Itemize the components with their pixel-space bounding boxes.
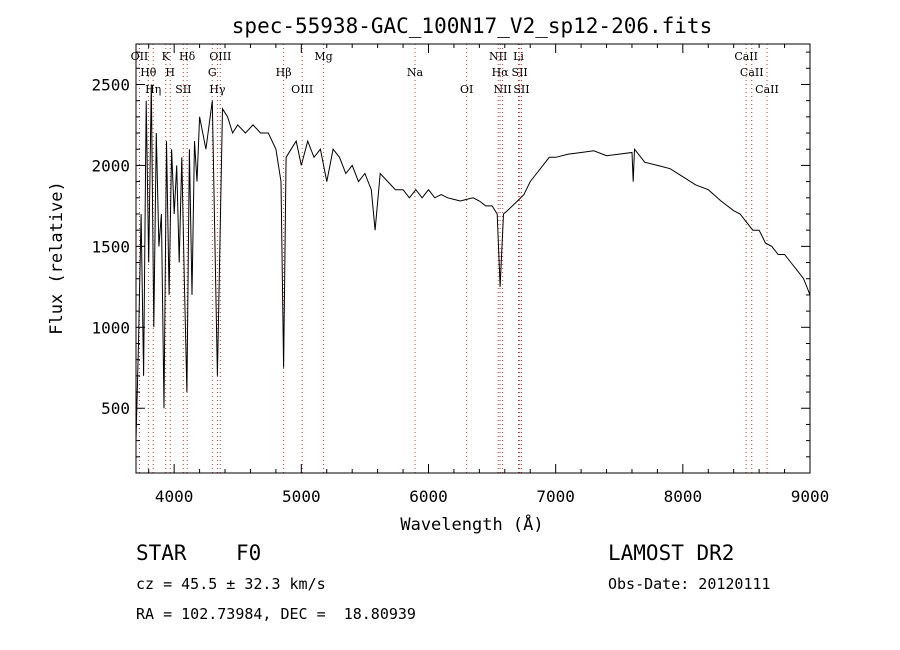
y-tick-label: 2000 [91,156,130,175]
x-tick-label: 8000 [664,487,703,506]
line-label: SII [512,66,528,79]
line-label: Hδ [179,50,196,63]
y-tick-label: 2500 [91,75,130,94]
line-label: SII [175,83,191,96]
line-label: Hθ [140,66,157,79]
line-label: SII [513,83,529,96]
line-label: Hη [145,83,161,96]
x-tick-label: 7000 [536,487,575,506]
line-labels: OIIHθHηKHSIIHδGHγOIIIHβOIIIMgNaOINIIHαNI… [131,50,779,96]
y-axis: 500 1000 1500 2000 2500 [91,51,810,458]
x-tick-label: 9000 [791,487,830,506]
line-markers [138,44,768,473]
line-label: OIII [209,50,231,63]
line-label: G [208,66,217,79]
object-class: STAR [136,541,187,565]
x-tick-label: 5000 [282,487,321,506]
survey-name: LAMOST DR2 [608,541,735,565]
x-axis-label: Wavelength (Å) [400,513,543,535]
spectrum-line [135,84,811,441]
line-label: NII [493,83,511,96]
line-label: Li [513,50,524,63]
line-label: Mg [314,50,332,63]
coordinates: RA = 102.73984, DEC = 18.80939 [136,605,416,623]
line-label: H [165,66,175,79]
x-tick-label: 6000 [409,487,448,506]
chart-title: spec-55938-GAC_100N17_V2_sp12-206.fits [232,14,712,38]
line-label: CaII [734,50,758,63]
y-axis-label: Flux (relative) [47,181,67,335]
line-label: Hγ [209,83,226,96]
y-tick-label: 1000 [91,318,130,337]
line-label: NII [489,50,507,63]
x-axis: 4000 5000 6000 7000 8000 9000 [148,44,830,506]
object-subclass: F0 [236,541,262,565]
y-tick-label: 1500 [91,237,130,256]
line-label: OIII [291,83,313,96]
line-label: CaII [755,83,779,96]
line-label: Hα [492,66,510,79]
line-label: K [162,50,171,63]
plot-frame [135,43,811,474]
line-label: CaII [740,66,764,79]
redshift-velocity: cz = 45.5 ± 32.3 km/s [136,575,326,593]
line-label: Hβ [276,66,292,79]
line-label: OI [460,83,473,96]
line-label: Na [407,66,424,79]
x-tick-label: 4000 [155,487,194,506]
line-label: OII [131,50,149,63]
observation-date: Obs-Date: 20120111 [608,575,771,593]
y-tick-label: 500 [101,399,130,418]
